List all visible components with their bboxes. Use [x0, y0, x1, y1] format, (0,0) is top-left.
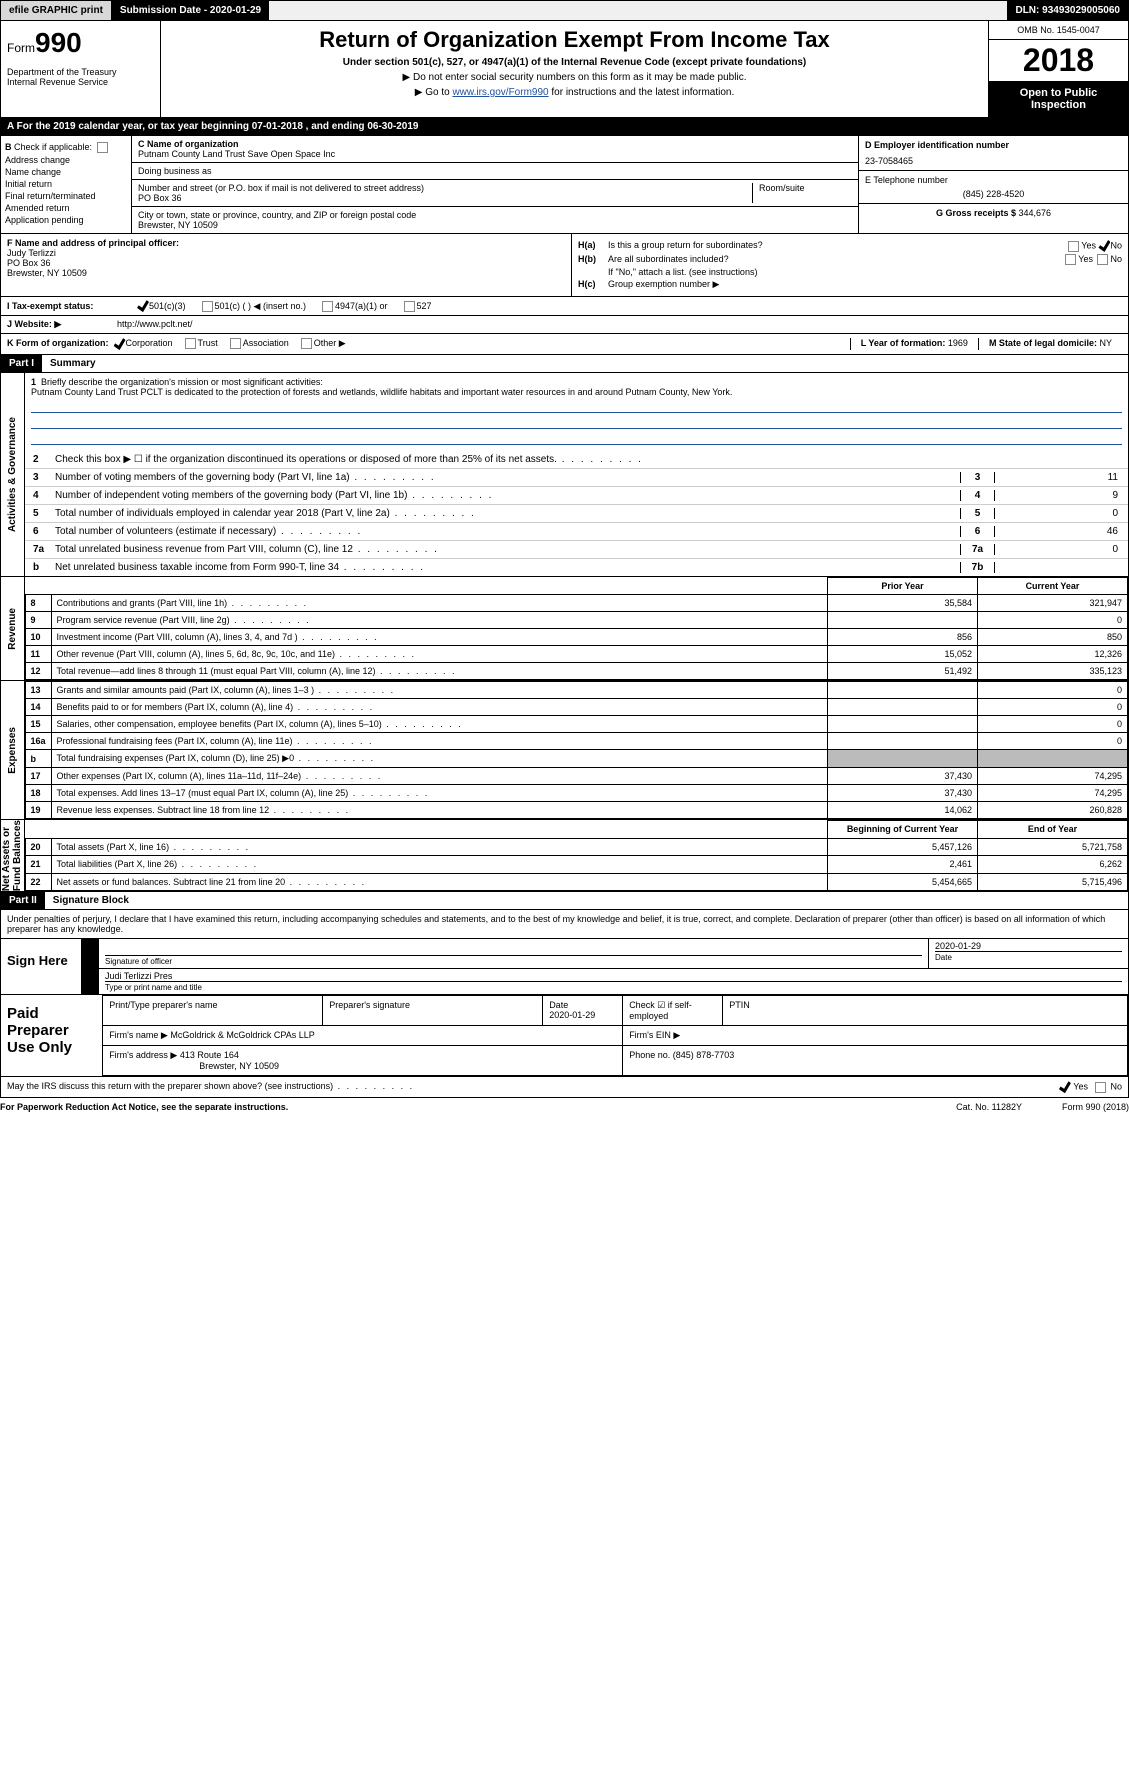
check-icon: [114, 338, 126, 350]
summary-line: 3Number of voting members of the governi…: [25, 469, 1128, 487]
signer-name: Judi Terlizzi Pres: [105, 971, 1122, 981]
check-icon: [137, 300, 149, 312]
form-number: Form990: [7, 27, 154, 59]
submission-date: Submission Date - 2020-01-29: [112, 1, 269, 20]
ein-label: D Employer identification number: [865, 140, 1122, 150]
instruction-2: ▶ Go to www.irs.gov/Form990 for instruct…: [171, 87, 978, 98]
table-row: bTotal fundraising expenses (Part IX, co…: [25, 750, 1127, 768]
table-row: 8Contributions and grants (Part VIII, li…: [25, 595, 1127, 612]
arrow-icon: [81, 969, 99, 994]
street-label: Number and street (or P.O. box if mail i…: [138, 183, 752, 193]
form-header: Form990 Department of the Treasury Inter…: [0, 21, 1129, 118]
summary-line: 4Number of independent voting members of…: [25, 487, 1128, 505]
checkbox-item: Application pending: [5, 215, 127, 225]
org-name: Putnam County Land Trust Save Open Space…: [138, 149, 852, 159]
sign-here-block: Sign Here Signature of officer 2020-01-2…: [0, 939, 1129, 995]
phone-label: E Telephone number: [865, 175, 1122, 185]
table-row: 14Benefits paid to or for members (Part …: [25, 699, 1127, 716]
table-row: 13Grants and similar amounts paid (Part …: [25, 682, 1127, 699]
table-row: 16aProfessional fundraising fees (Part I…: [25, 733, 1127, 750]
room-label: Room/suite: [752, 183, 852, 203]
summary-line: 6Total number of volunteers (estimate if…: [25, 523, 1128, 541]
checkbox-item: Final return/terminated: [5, 191, 127, 201]
section-b-c-d-e: B Check if applicable: Address changeNam…: [0, 136, 1129, 234]
phone-value: (845) 228-4520: [865, 189, 1122, 199]
summary-section: Activities & Governance 1 Briefly descri…: [0, 373, 1129, 577]
summary-line: 2Check this box ▶ ☐ if the organization …: [25, 451, 1128, 469]
arrow-icon: [81, 939, 99, 968]
part1-header: Part I Summary: [1, 355, 1128, 372]
col-c: C Name of organization Putnam County Lan…: [131, 136, 858, 233]
row-f-h: F Name and address of principal officer:…: [0, 234, 1129, 297]
dba-label: Doing business as: [138, 166, 852, 176]
table-row: 12Total revenue—add lines 8 through 11 (…: [25, 663, 1127, 680]
row-k-l-m: K Form of organization: Corporation Trus…: [0, 334, 1129, 355]
part2-header: Part II Signature Block: [1, 892, 1128, 909]
side-governance: Activities & Governance: [7, 417, 18, 532]
revenue-section: Revenue Prior YearCurrent Year 8Contribu…: [0, 577, 1129, 681]
side-revenue: Revenue: [7, 608, 18, 650]
gross-value: 344,676: [1019, 208, 1052, 218]
omb-number: OMB No. 1545-0047: [989, 21, 1128, 40]
mission-text: Putnam County Land Trust PCLT is dedicat…: [31, 387, 732, 397]
table-row: 15Salaries, other compensation, employee…: [25, 716, 1127, 733]
table-row: 20Total assets (Part X, line 16)5,457,12…: [25, 838, 1127, 856]
table-row: 19Revenue less expenses. Subtract line 1…: [25, 802, 1127, 819]
footer: For Paperwork Reduction Act Notice, see …: [0, 1098, 1129, 1116]
table-row: 9Program service revenue (Part VIII, lin…: [25, 612, 1127, 629]
officer-street: PO Box 36: [7, 258, 565, 268]
officer-city: Brewster, NY 10509: [7, 268, 565, 278]
expenses-section: Expenses 13Grants and similar amounts pa…: [0, 681, 1129, 820]
summary-line: 7aTotal unrelated business revenue from …: [25, 541, 1128, 559]
officer-name: Judy Terlizzi: [7, 248, 565, 258]
table-row: 21Total liabilities (Part X, line 26)2,4…: [25, 856, 1127, 874]
checkbox-item: Address change: [5, 155, 127, 165]
penalty-statement: Under penalties of perjury, I declare th…: [0, 910, 1129, 939]
topbar: efile GRAPHIC print Submission Date - 20…: [0, 0, 1129, 21]
table-row: 10Investment income (Part VIII, column (…: [25, 629, 1127, 646]
summary-line: 5Total number of individuals employed in…: [25, 505, 1128, 523]
preparer-phone: (845) 878-7703: [673, 1050, 735, 1060]
row-i-tax-status: I Tax-exempt status: 501(c)(3) 501(c) ( …: [0, 297, 1129, 316]
checkbox-item: Amended return: [5, 203, 127, 213]
netassets-section: Net Assets or Fund Balances Beginning of…: [0, 820, 1129, 892]
f-label: F Name and address of principal officer:: [7, 238, 565, 248]
instruction-1: ▶ Do not enter social security numbers o…: [171, 72, 978, 83]
paid-preparer-block: Paid Preparer Use Only Print/Type prepar…: [0, 995, 1129, 1077]
ein-value: 23-7058465: [865, 156, 1122, 166]
website-value: http://www.pclt.net/: [117, 319, 193, 330]
side-expenses: Expenses: [7, 727, 18, 774]
form-subtitle: Under section 501(c), 527, or 4947(a)(1)…: [171, 57, 978, 68]
table-row: 11Other revenue (Part VIII, column (A), …: [25, 646, 1127, 663]
efile-label: efile GRAPHIC print: [1, 1, 112, 20]
checkbox-item: Name change: [5, 167, 127, 177]
c-name-label: C Name of organization: [138, 139, 852, 149]
side-netassets: Net Assets or Fund Balances: [1, 820, 23, 891]
dept-treasury: Department of the Treasury Internal Reve…: [7, 67, 154, 87]
discuss-row: May the IRS discuss this return with the…: [0, 1077, 1129, 1098]
table-row: 18Total expenses. Add lines 13–17 (must …: [25, 785, 1127, 802]
col-d-e-g: D Employer identification number 23-7058…: [858, 136, 1128, 233]
calendar-year-row: A For the 2019 calendar year, or tax yea…: [0, 118, 1129, 136]
irs-link[interactable]: www.irs.gov/Form990: [452, 87, 548, 98]
summary-line: bNet unrelated business taxable income f…: [25, 559, 1128, 576]
checkbox-item: Initial return: [5, 179, 127, 189]
form-title: Return of Organization Exempt From Incom…: [171, 27, 978, 53]
table-row: 17Other expenses (Part IX, column (A), l…: [25, 768, 1127, 785]
check-icon: [1059, 1081, 1071, 1093]
gross-label: G Gross receipts $: [936, 208, 1016, 218]
city-label: City or town, state or province, country…: [138, 210, 852, 220]
dln: DLN: 93493029005060: [1007, 1, 1128, 20]
col-b: B Check if applicable: Address changeNam…: [1, 136, 131, 233]
table-row: 22Net assets or fund balances. Subtract …: [25, 873, 1127, 891]
street-value: PO Box 36: [138, 193, 752, 203]
check-icon: [1098, 240, 1110, 252]
tax-year: 2018: [989, 40, 1128, 81]
city-value: Brewster, NY 10509: [138, 220, 852, 230]
firm-name: McGoldrick & McGoldrick CPAs LLP: [170, 1030, 314, 1040]
row-j-website: J Website: ▶ http://www.pclt.net/: [0, 316, 1129, 334]
open-to-public: Open to Public Inspection: [989, 81, 1128, 117]
